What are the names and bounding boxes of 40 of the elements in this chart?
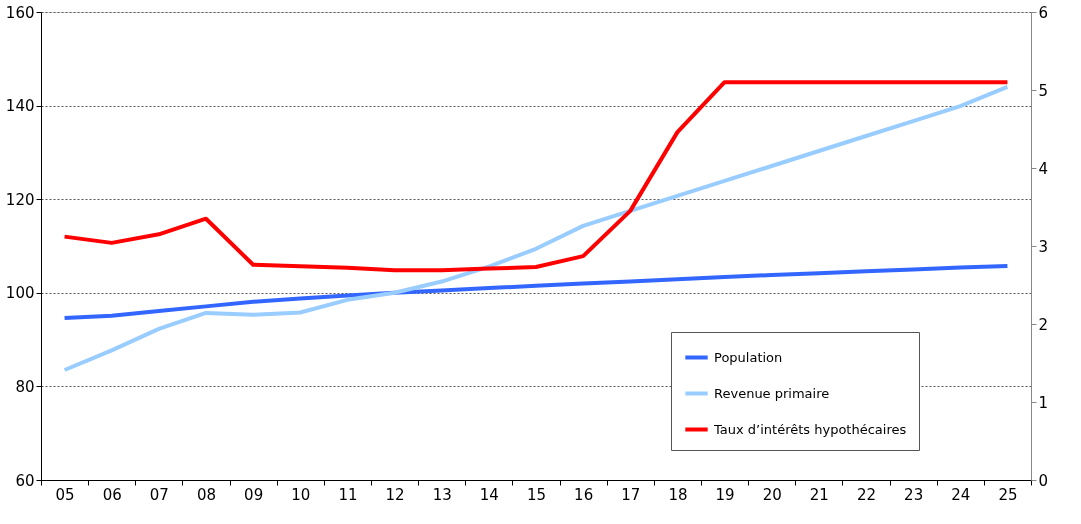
line-series [62,84,1010,373]
x-tick-label: 07 [149,485,169,504]
x-tick-label: 14 [479,485,499,504]
x-tick-label: 25 [998,485,1018,504]
legend-label: Revenue primaire [714,385,830,401]
x-tick-label: 17 [621,485,641,504]
x-tick-label: 09 [244,485,264,504]
x-tick-label: 05 [55,485,75,504]
legend-label: Population [714,349,783,365]
y2-tick-label: 5 [1038,81,1049,100]
x-tick-label: 20 [762,485,782,504]
x-tick-label: 15 [526,485,547,504]
x-tick-label: 23 [904,485,924,504]
x-tick-label: 19 [715,485,735,504]
line-series [62,80,1010,273]
y2-tick-label: 1 [1038,393,1049,412]
y-tick-label: 140 [5,97,35,116]
y-tick-label: 60 [15,471,35,490]
y2-tick-label: 2 [1038,315,1049,334]
y2-tick-label: 4 [1038,159,1049,178]
x-tick-label: 12 [385,485,405,504]
x-tick-label: 22 [856,485,877,504]
x-tick-label: 06 [102,485,122,504]
y2-tick-label: 3 [1038,237,1049,256]
y-tick-label: 100 [5,284,35,303]
x-tick-label: 11 [338,485,358,504]
y-tick-label: 80 [15,377,35,396]
y-tick-label: 120 [5,190,35,209]
x-tick-label: 24 [951,485,971,504]
y-tick-label: 160 [5,3,35,22]
x-tick-label: 21 [809,485,829,504]
x-tick-label: 18 [668,485,688,504]
y2-tick-label: 6 [1038,3,1049,22]
x-tick-label: 16 [574,485,594,504]
x-tick-label: 10 [291,485,311,504]
legend-label: Taux d’intérêts hypothécaires [713,421,907,437]
y2-tick-label: 0 [1038,471,1049,490]
line-series [62,264,1010,321]
x-tick-label: 13 [432,485,452,504]
x-tick-label: 08 [196,485,217,504]
